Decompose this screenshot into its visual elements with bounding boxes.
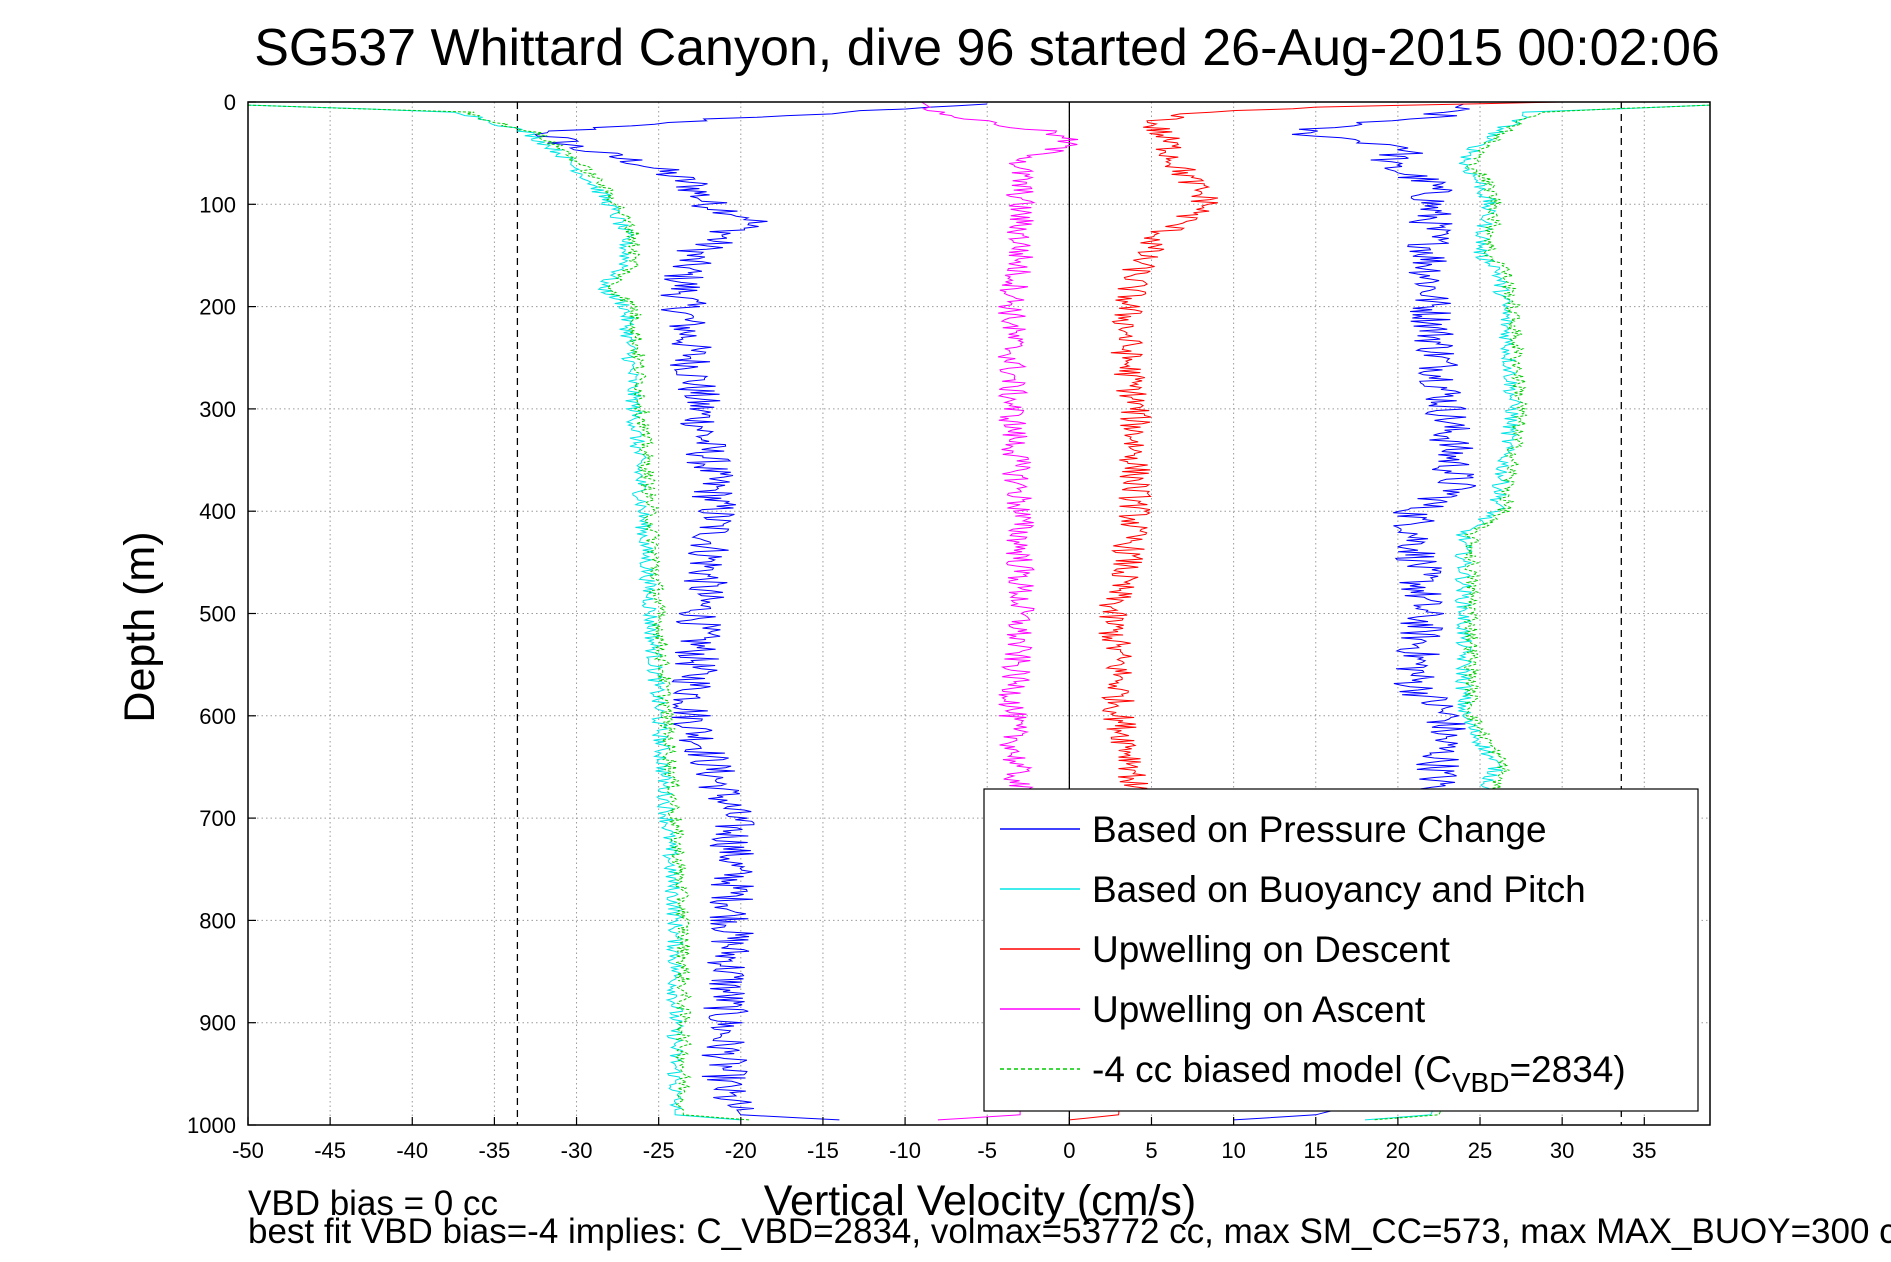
series-line	[247, 104, 741, 1121]
y-tick-label: 300	[199, 397, 236, 422]
legend-box	[983, 788, 1699, 1112]
vbd-bias-note: VBD bias = 0 cc	[248, 1184, 498, 1223]
y-tick-label: 1000	[187, 1113, 236, 1138]
x-tick-label: 15	[1304, 1138, 1328, 1163]
y-tick-label: 500	[199, 602, 236, 627]
x-axis-label: Vertical Velocity (cm/s)	[764, 1177, 1197, 1225]
y-tick-label: 400	[199, 499, 236, 524]
x-tick-label: -35	[479, 1138, 511, 1163]
best-fit-note: best fit VBD bias=-4 implies: C_VBD=2834…	[248, 1212, 1891, 1251]
x-tick-label: -40	[396, 1138, 428, 1163]
legend-label: Based on Pressure Change	[1092, 809, 1547, 850]
x-tick-label: 10	[1221, 1138, 1245, 1163]
y-axis: 0 100 200 300 400 500 600 700 800 900 1000	[187, 90, 256, 1138]
y-tick-label: 200	[199, 295, 236, 320]
y-tick-label: 700	[199, 806, 236, 831]
y-tick-label: 600	[199, 704, 236, 729]
chart-title: SG537 Whittard Canyon, dive 96 started 2…	[254, 19, 1720, 77]
series-line	[247, 104, 750, 1121]
x-tick-label: -20	[725, 1138, 757, 1163]
x-tick-label: -25	[643, 1138, 675, 1163]
x-tick-label: -5	[977, 1138, 997, 1163]
y-axis-label: Depth (m)	[116, 531, 164, 722]
x-tick-label: -10	[889, 1138, 921, 1163]
x-tick-label: 5	[1145, 1138, 1157, 1163]
y-tick-label: 800	[199, 908, 236, 933]
legend: Based on Pressure Change Based on Buoyanc…	[983, 788, 1699, 1112]
x-tick-label: 0	[1063, 1138, 1075, 1163]
y-tick-label: 900	[199, 1011, 236, 1036]
x-tick-label: 20	[1386, 1138, 1410, 1163]
legend-label: Upwelling on Ascent	[1092, 989, 1426, 1030]
x-tick-label: -15	[807, 1138, 839, 1163]
x-tick-label: -45	[314, 1138, 346, 1163]
x-axis: -50 -45 -40 -35 -30 -25 -20 -15 -10 -5 0 5 10 15 20 25 3…	[232, 1117, 1657, 1163]
series-line	[533, 103, 988, 1121]
x-tick-label: -50	[232, 1138, 264, 1163]
legend-label: Based on Buoyancy and Pitch	[1092, 869, 1586, 910]
y-tick-label: 100	[199, 192, 236, 217]
x-tick-label: 35	[1632, 1138, 1656, 1163]
legend-label: Upwelling on Descent	[1092, 929, 1451, 970]
x-tick-label: 30	[1550, 1138, 1574, 1163]
y-tick-label: 0	[224, 90, 236, 115]
legend-label: -4 cc biased model (CVBD=2834)	[1092, 1049, 1626, 1098]
x-tick-label: -30	[561, 1138, 593, 1163]
x-tick-label: 25	[1468, 1138, 1492, 1163]
